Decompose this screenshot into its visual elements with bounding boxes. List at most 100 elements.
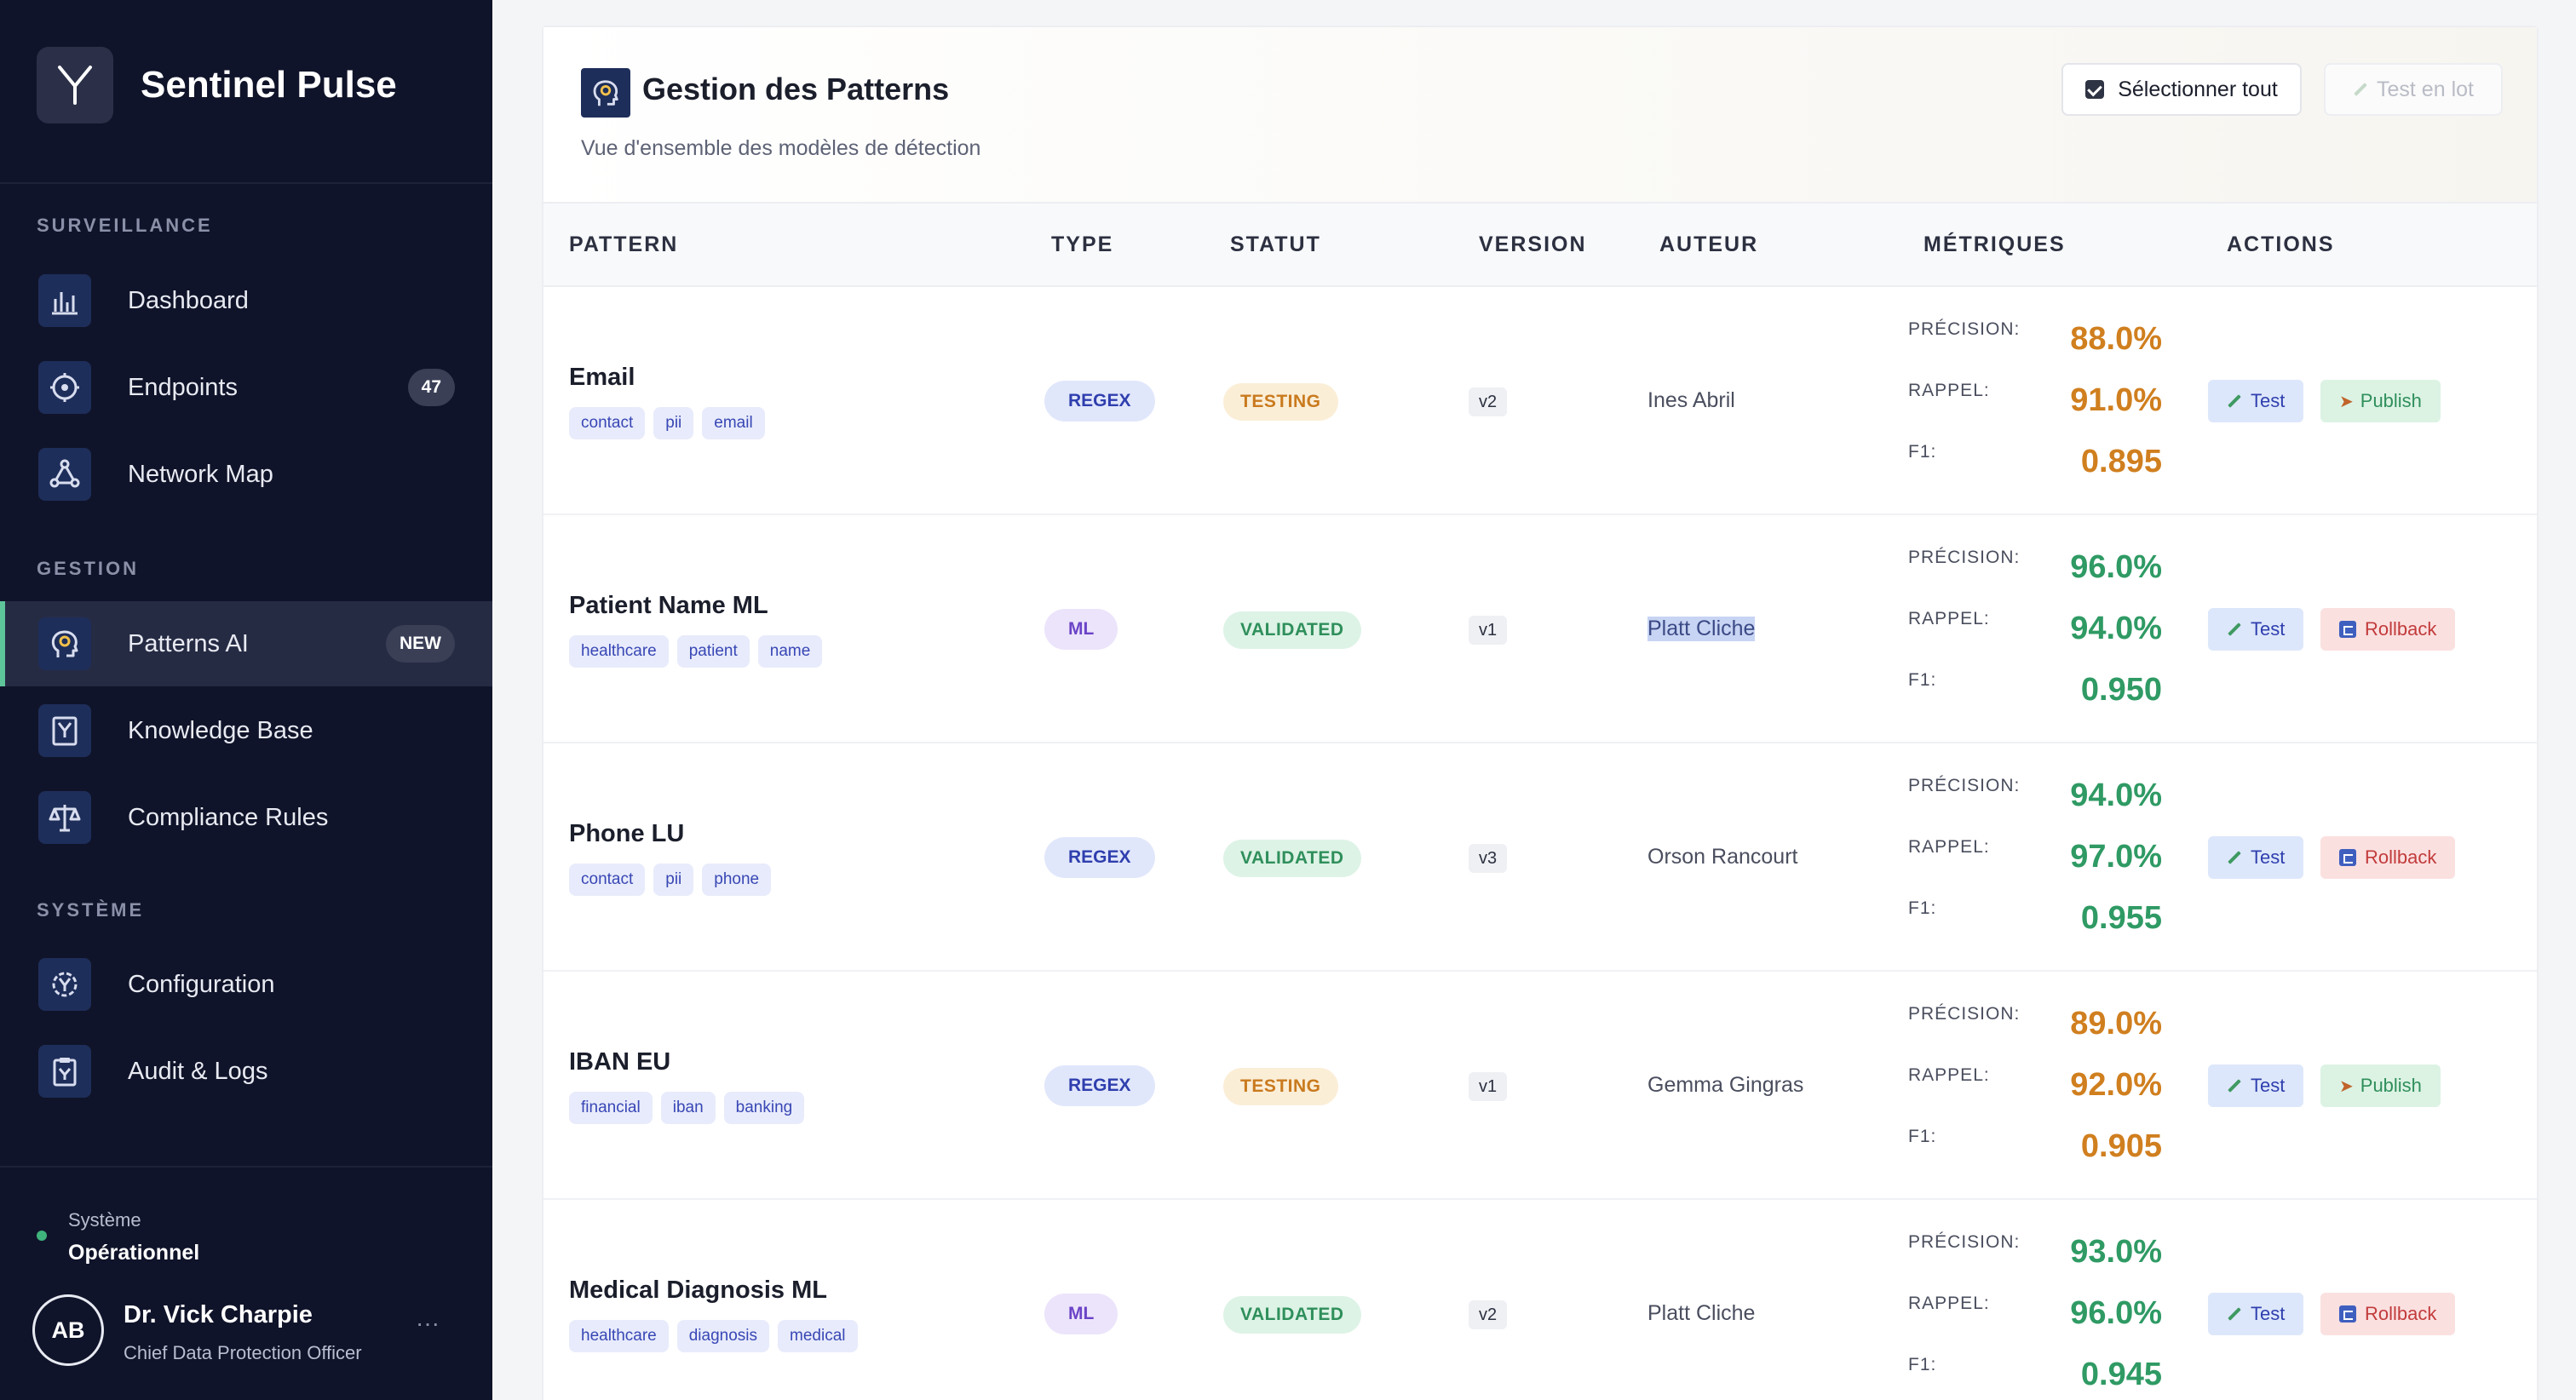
type-badge: ML xyxy=(1044,609,1118,650)
tag[interactable]: banking xyxy=(723,1092,805,1124)
tag[interactable]: healthcare xyxy=(569,635,669,668)
pencil-icon xyxy=(2228,1307,2241,1321)
tag[interactable]: patient xyxy=(676,635,750,668)
author-name: Gemma Gingras xyxy=(1647,1073,1804,1097)
test-label: Test xyxy=(2251,390,2286,411)
system-status-label: Système xyxy=(68,1209,141,1231)
tag[interactable]: name xyxy=(757,635,823,668)
batch-test-button[interactable]: Test en lot xyxy=(2324,63,2503,116)
recall-label: RAPPEL: xyxy=(1908,609,1990,628)
column-header-type[interactable]: TYPE xyxy=(1051,232,1114,256)
head-idea-icon xyxy=(581,68,630,118)
brand[interactable]: Sentinel Pulse xyxy=(37,47,397,123)
sidebar-item-compliance-rules[interactable]: Compliance Rules xyxy=(0,775,492,860)
f1-label: F1: xyxy=(1908,898,1937,918)
avatar[interactable]: AB xyxy=(32,1294,104,1366)
more-options-icon[interactable]: ··· xyxy=(416,1310,440,1336)
tag[interactable]: iban xyxy=(660,1092,716,1124)
column-header-version[interactable]: VERSION xyxy=(1479,232,1587,256)
sidebar-item-network-map[interactable]: Network Map xyxy=(0,432,492,517)
sidebar-item-endpoints[interactable]: Endpoints 47 xyxy=(0,345,492,430)
tag[interactable]: pii xyxy=(653,407,694,439)
test-button[interactable]: Test xyxy=(2208,380,2304,422)
test-button[interactable]: Test xyxy=(2208,1064,2304,1107)
recall-value: 97.0% xyxy=(2070,839,2162,875)
rollback-button[interactable]: Rollback xyxy=(2320,1293,2456,1335)
tag[interactable]: contact xyxy=(569,864,646,896)
status-badge: VALIDATED xyxy=(1223,611,1361,649)
precision-value: 88.0% xyxy=(2070,321,2162,357)
sidebar-item-label: Dashboard xyxy=(128,286,249,314)
column-header-actions: ACTIONS xyxy=(2227,232,2335,256)
precision-label: PRÉCISION: xyxy=(1908,1232,2021,1252)
pattern-tags: contact pii email xyxy=(569,407,773,439)
precision-value: 94.0% xyxy=(2070,777,2162,813)
tag[interactable]: medical xyxy=(778,1320,858,1352)
rollback-icon xyxy=(2339,621,2356,638)
test-button[interactable]: Test xyxy=(2208,836,2304,879)
sidebar-item-label: Patterns AI xyxy=(128,629,249,657)
version-badge: v1 xyxy=(1469,1072,1508,1101)
table-row[interactable]: Phone LU contact pii phone REGEX VALIDATED v3 O… xyxy=(543,743,2537,972)
tag[interactable]: diagnosis xyxy=(676,1320,770,1352)
sidebar-item-dashboard[interactable]: Dashboard xyxy=(0,258,492,343)
table-header: PATTERN TYPE STATUT VERSION AUTEUR MÉTRI… xyxy=(543,202,2537,287)
version-badge: v1 xyxy=(1469,616,1508,645)
sentinel-logo-icon xyxy=(37,47,113,123)
tag[interactable]: healthcare xyxy=(569,1320,669,1352)
rollback-label: Rollback xyxy=(2365,846,2437,868)
panel-header: Gestion des Patterns Vue d'ensemble des … xyxy=(543,27,2537,202)
rocket-icon: ➤ xyxy=(2339,392,2354,411)
version-badge: v3 xyxy=(1469,844,1508,873)
f1-value: 0.895 xyxy=(2080,444,2162,479)
tag[interactable]: email xyxy=(702,407,765,439)
user-role: Chief Data Protection Officer xyxy=(124,1342,362,1363)
sidebar-item-audit-logs[interactable]: Audit & Logs xyxy=(0,1029,492,1114)
tag[interactable]: pii xyxy=(653,864,694,896)
section-title-systeme: SYSTÈME xyxy=(37,899,145,921)
page-title: Gestion des Patterns xyxy=(642,72,950,106)
count-badge: 47 xyxy=(407,369,455,406)
test-button[interactable]: Test xyxy=(2208,1293,2304,1335)
table-row[interactable]: Patient Name ML healthcare patient name ML VA… xyxy=(543,515,2537,743)
f1-value: 0.905 xyxy=(2080,1128,2162,1164)
tag[interactable]: contact xyxy=(569,407,646,439)
scales-icon xyxy=(38,791,91,844)
pattern-tags: healthcare patient name xyxy=(569,635,831,668)
pattern-tags: financial iban banking xyxy=(569,1092,813,1124)
rollback-button[interactable]: Rollback xyxy=(2320,608,2456,651)
publish-button[interactable]: ➤ Publish xyxy=(2320,380,2441,422)
pattern-tags: healthcare diagnosis medical xyxy=(569,1320,866,1352)
column-header-pattern[interactable]: PATTERN xyxy=(569,232,679,256)
sidebar-item-label: Configuration xyxy=(128,970,275,998)
author-name: Orson Rancourt xyxy=(1647,845,1798,869)
column-header-metrics[interactable]: MÉTRIQUES xyxy=(1923,232,2066,256)
sidebar-item-label: Network Map xyxy=(128,460,273,488)
sidebar-item-patterns-ai[interactable]: Patterns AI NEW xyxy=(0,601,492,686)
column-header-author[interactable]: AUTEUR xyxy=(1659,232,1759,256)
pencil-icon xyxy=(2228,1079,2241,1093)
recall-label: RAPPEL: xyxy=(1908,381,1990,400)
tag[interactable]: phone xyxy=(702,864,772,896)
recall-value: 96.0% xyxy=(2070,1295,2162,1331)
column-header-status[interactable]: STATUT xyxy=(1230,232,1321,256)
rollback-button[interactable]: Rollback xyxy=(2320,836,2456,879)
tag[interactable]: financial xyxy=(569,1092,653,1124)
brain-circuit-icon xyxy=(38,361,91,414)
sidebar-item-configuration[interactable]: Configuration xyxy=(0,942,492,1027)
select-all-label: Sélectionner tout xyxy=(2118,77,2278,101)
table-row[interactable]: Email contact pii email REGEX TESTING v2 Ines A… xyxy=(543,287,2537,515)
type-badge: REGEX xyxy=(1044,381,1155,422)
publish-button[interactable]: ➤ Publish xyxy=(2320,1064,2441,1107)
test-button[interactable]: Test xyxy=(2208,608,2304,651)
table-row[interactable]: IBAN EU financial iban banking REGEX TESTING v… xyxy=(543,972,2537,1200)
section-title-surveillance: SURVEILLANCE xyxy=(37,215,213,236)
table-row[interactable]: Medical Diagnosis ML healthcare diagnosis m… xyxy=(543,1200,2537,1400)
recall-value: 92.0% xyxy=(2070,1067,2162,1103)
f1-value: 0.945 xyxy=(2080,1357,2162,1392)
recall-label: RAPPEL: xyxy=(1908,1294,1990,1313)
sidebar-item-knowledge-base[interactable]: Knowledge Base xyxy=(0,688,492,773)
select-all-button[interactable]: Sélectionner tout xyxy=(2061,63,2302,116)
test-label: Test xyxy=(2251,1075,2286,1096)
status-badge: TESTING xyxy=(1223,1068,1338,1105)
